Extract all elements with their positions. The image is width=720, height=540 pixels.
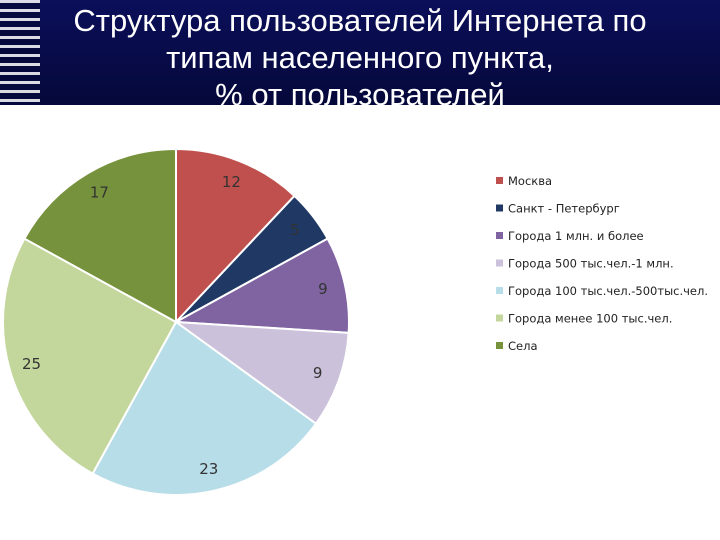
- legend-swatch: [496, 287, 503, 294]
- legend-swatch: [496, 232, 503, 239]
- pie-slice: [2, 237, 178, 475]
- pie-slice: [172, 237, 351, 334]
- legend-label: Села: [508, 339, 538, 353]
- data-label: 23: [199, 460, 218, 478]
- legend-swatch: [496, 259, 503, 267]
- legend-label: Города менее 100 тыс.чел.: [508, 312, 672, 326]
- legend-label: Санкт - Петербург: [508, 202, 620, 216]
- legend-swatch: [496, 314, 503, 322]
- data-label: 9: [318, 280, 328, 298]
- legend-swatch: [496, 204, 503, 212]
- data-label: 17: [90, 183, 109, 201]
- data-labels: 12 5 9 9 23 25 17: [22, 173, 328, 478]
- legend-label: Города 100 тыс.чел.-500тыс.чел.: [508, 284, 708, 298]
- data-label: 12: [222, 173, 241, 191]
- data-label: 5: [290, 221, 300, 239]
- legend-label: Города 1 млн. и более: [508, 229, 644, 243]
- pie-slice: [175, 147, 296, 325]
- legend: Москва Санкт - Петербург Города 1 млн. и б…: [496, 174, 708, 353]
- pie-slice: [23, 147, 177, 324]
- data-label: 25: [22, 355, 41, 373]
- pie-slice: [91, 320, 318, 496]
- banner-stripes: [0, 0, 40, 105]
- pie-slices: [2, 147, 351, 496]
- data-label: 9: [313, 364, 323, 382]
- legend-label: Города 500 тыс.чел.-1 млн.: [508, 257, 674, 271]
- legend-swatch: [496, 177, 503, 184]
- chart-title: Структура пользователей Интернета по тип…: [73, 3, 647, 105]
- title-banner: Структура пользователей Интернета по тип…: [0, 0, 720, 105]
- legend-label: Москва: [508, 174, 552, 188]
- legend-swatch: [496, 342, 503, 349]
- pie-slice: [172, 320, 350, 426]
